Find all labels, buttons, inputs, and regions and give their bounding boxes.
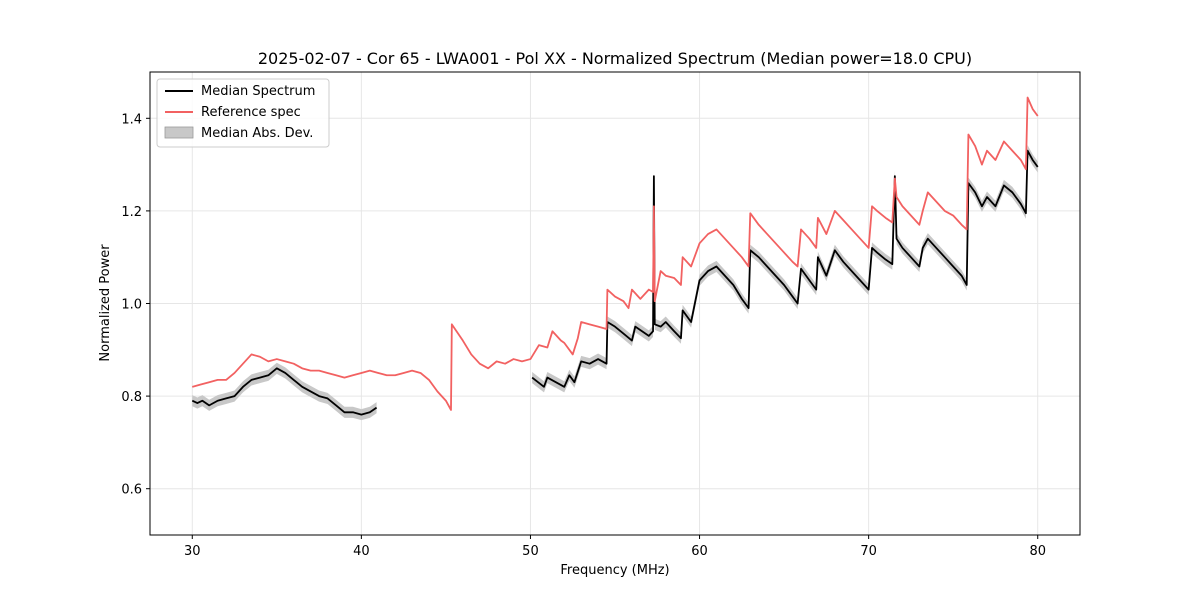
legend-mad-label: Median Abs. Dev. <box>201 126 313 141</box>
chart-title: 2025-02-07 - Cor 65 - LWA001 - Pol XX - … <box>258 49 972 68</box>
grid <box>150 72 1080 535</box>
legend-reference-label: Reference spec <box>201 105 301 120</box>
legend-box <box>156 78 330 148</box>
x-tick-label: 50 <box>522 544 539 559</box>
reference-spectrum-line <box>192 96 1039 411</box>
x-tick-label: 60 <box>691 544 708 559</box>
median-spectrum-line <box>531 149 1039 388</box>
y-tick-label: 1.2 <box>121 205 142 220</box>
x-tick-label: 70 <box>860 544 877 559</box>
legend-median-label: Median Spectrum <box>201 84 315 99</box>
median-spectrum-line <box>191 367 378 416</box>
x-tick-label: 30 <box>184 544 201 559</box>
y-tick-label: 0.8 <box>121 390 142 405</box>
x-tick-label: 80 <box>1029 544 1046 559</box>
y-tick-label: 0.6 <box>121 483 142 498</box>
y-axis-label: Normalized Power <box>98 244 113 362</box>
legend-mad-swatch <box>164 126 194 139</box>
axis-ticks: 30 40 50 60 70 80 0.6 0.8 1.0 1.2 1.4 <box>121 112 1046 559</box>
mad-band-area <box>192 362 377 421</box>
y-tick-label: 1.4 <box>121 112 142 127</box>
legend: Median Spectrum Reference spec Median Ab… <box>156 78 330 148</box>
mad-band <box>192 145 1038 421</box>
mad-band-area <box>532 145 1038 393</box>
series-lines <box>191 96 1039 416</box>
y-tick-label: 1.0 <box>121 298 142 313</box>
x-tick-label: 40 <box>353 544 370 559</box>
x-axis-label: Frequency (MHz) <box>560 563 669 578</box>
